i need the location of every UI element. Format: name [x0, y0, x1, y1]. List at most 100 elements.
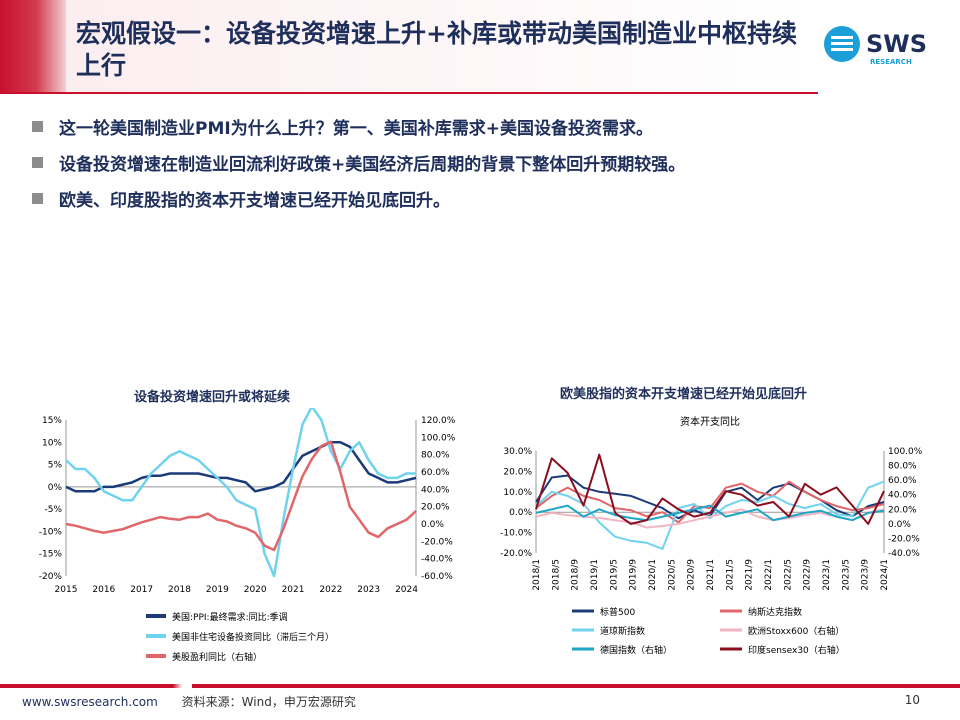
left-tick-label: -10.0% — [500, 529, 532, 539]
x-tick-label: 2021/1 — [706, 559, 716, 591]
left-tick-label: 10.0% — [503, 488, 532, 498]
chart2-subtitle: 资本开支同比 — [680, 415, 740, 428]
x-tick-label: 2023/9 — [861, 559, 871, 591]
chart1-svg: 15% 10% 5% 0% -5% -10% -15% -20% 120.0% 100.0% 80.… — [39, 408, 456, 663]
bullet-text: 设备投资增速在制造业回流利好政策+美国经济后周期的背景下整体回升预期较强。 — [59, 154, 686, 175]
right-tick-label: -60.0% — [421, 572, 453, 582]
left-tick-label: -20.0% — [500, 549, 532, 559]
chart2-title: 欧美股指的资本开支增速已经开始见底回升 — [560, 387, 808, 402]
x-tick-label: 2019 — [206, 585, 229, 595]
legend-label-3: 欧洲Stoxx600（右轴） — [748, 625, 844, 637]
sws-logo: SWS RESEARCH — [822, 22, 942, 68]
right-tick-label: 80.0% — [888, 462, 917, 472]
x-tick-label: 2024 — [395, 585, 418, 595]
right-tick-label: -20.0% — [888, 534, 920, 544]
title-fade — [0, 0, 818, 92]
left-tick-label: -15% — [39, 550, 63, 560]
chart2-svg: 资本开支同比 30.0% 20.0% 10.0% 0.0% -10.0% -20.0% 100… — [500, 415, 923, 656]
x-tick-label: 2021 — [282, 585, 305, 595]
right-tick-label: 40.0% — [421, 485, 450, 495]
logo-text: SWS — [866, 30, 927, 58]
series-line-4 — [535, 504, 885, 522]
right-tick-label: 0.0% — [888, 520, 911, 530]
left-tick-label: 5% — [48, 461, 63, 471]
x-tick-label: 2018/9 — [571, 559, 581, 591]
page-number: 10 — [904, 693, 920, 707]
bullet-text: 这一轮美国制造业PMI为什么上升？第一、美国补库需求+美国设备投资需求。 — [59, 118, 653, 139]
x-tick-label: 2022/5 — [783, 559, 793, 591]
left-tick-label: 15% — [42, 416, 62, 426]
x-tick-label: 2019/5 — [609, 559, 619, 591]
bullet-list: 这一轮美国制造业PMI为什么上升？第一、美国补库需求+美国设备投资需求。 设备投… — [32, 108, 932, 216]
left-tick-label: -20% — [39, 572, 63, 582]
footer-source: 资料来源：Wind，申万宏源研究 — [181, 695, 356, 709]
bullet-square-icon — [32, 192, 43, 204]
x-tick-label: 2017 — [130, 585, 153, 595]
x-tick-label: 2023 — [357, 585, 380, 595]
bullet-item: 欧美、印度股指的资本开支增速已经开始见底回升。 — [32, 180, 932, 216]
bullet-text: 欧美、印度股指的资本开支增速已经开始见底回升。 — [59, 190, 450, 211]
x-tick-label: 2022 — [319, 585, 342, 595]
legend-label-4: 德国指数（右轴） — [600, 644, 672, 656]
x-tick-label: 2019/1 — [590, 559, 600, 591]
left-tick-label: 30.0% — [503, 447, 532, 457]
right-tick-label: 20.0% — [421, 503, 450, 513]
right-tick-label: 40.0% — [888, 491, 917, 501]
right-tick-label: 120.0% — [421, 416, 456, 426]
legend-label-0: 美国:PPI:最终需求:同比:季调 — [172, 611, 288, 623]
legend-label-1: 美国非住宅设备投资同比（滞后三个月） — [172, 631, 334, 643]
title-accent — [0, 0, 66, 92]
series-line-1 — [65, 408, 416, 578]
right-tick-label: -20.0% — [421, 537, 453, 547]
footer-line — [0, 684, 960, 688]
x-tick-label: 2015 — [55, 585, 78, 595]
x-tick-label: 2020/5 — [667, 559, 677, 591]
left-tick-label: 0% — [48, 483, 63, 493]
left-tick-label: 0.0% — [509, 508, 532, 518]
x-tick-label: 2020 — [244, 585, 267, 595]
right-tick-label: 100.0% — [888, 447, 923, 457]
title-underline — [0, 92, 818, 94]
logo-subtext: RESEARCH — [870, 58, 912, 66]
bullet-item: 设备投资增速在制造业回流利好政策+美国经济后周期的背景下整体回升预期较强。 — [32, 144, 932, 180]
right-tick-label: 60.0% — [888, 476, 917, 486]
x-tick-label: 2022/1 — [764, 559, 774, 591]
legend-label-2: 道琼斯指数 — [600, 625, 645, 637]
x-tick-label: 2020/1 — [648, 559, 658, 591]
x-tick-label: 2024/1 — [880, 559, 890, 591]
right-tick-label: 100.0% — [421, 433, 456, 443]
legend-label-2: 美股盈利同比（右轴） — [172, 651, 262, 663]
x-tick-label: 2018/5 — [551, 559, 561, 591]
x-tick-label: 2021/5 — [725, 559, 735, 591]
footer: www.swsresearch.com 资料来源：Wind，申万宏源研究 — [22, 693, 356, 710]
series-line-2 — [535, 480, 885, 550]
bullet-square-icon — [32, 156, 43, 168]
left-tick-label: 10% — [42, 438, 62, 448]
x-tick-label: 2023/1 — [822, 559, 832, 591]
title-bar — [0, 0, 818, 92]
x-tick-label: 2020/9 — [687, 559, 697, 591]
left-tick-label: -5% — [44, 505, 62, 515]
logo-icon — [824, 26, 860, 62]
x-tick-label: 2018/1 — [532, 559, 542, 591]
bullet-item: 这一轮美国制造业PMI为什么上升？第一、美国补库需求+美国设备投资需求。 — [32, 108, 932, 144]
chart1-title: 设备投资增速回升或将延续 — [134, 390, 291, 405]
legend-label-1: 纳斯达克指数 — [748, 606, 802, 618]
x-tick-label: 2023/5 — [841, 559, 851, 591]
series-line-1 — [535, 480, 885, 524]
series-line-0 — [65, 441, 417, 493]
x-tick-label: 2018 — [168, 585, 191, 595]
series-line-3 — [535, 508, 885, 529]
bullet-square-icon — [32, 120, 43, 132]
right-tick-label: -40.0% — [888, 549, 920, 559]
footer-site-link[interactable]: www.swsresearch.com — [22, 695, 158, 709]
page-title: 宏观假设一：设备投资增速上升+补库或带动美国制造业中枢持续上行 — [76, 19, 797, 80]
right-tick-label: 0.0% — [421, 520, 444, 530]
x-tick-label: 2021/9 — [745, 559, 755, 591]
x-tick-label: 2016 — [92, 585, 115, 595]
left-tick-label: -10% — [39, 527, 63, 537]
series-line-5 — [535, 453, 885, 525]
x-tick-label: 2019/9 — [629, 559, 639, 591]
right-tick-label: 20.0% — [888, 505, 917, 515]
x-tick-label: 2022/9 — [803, 559, 813, 591]
